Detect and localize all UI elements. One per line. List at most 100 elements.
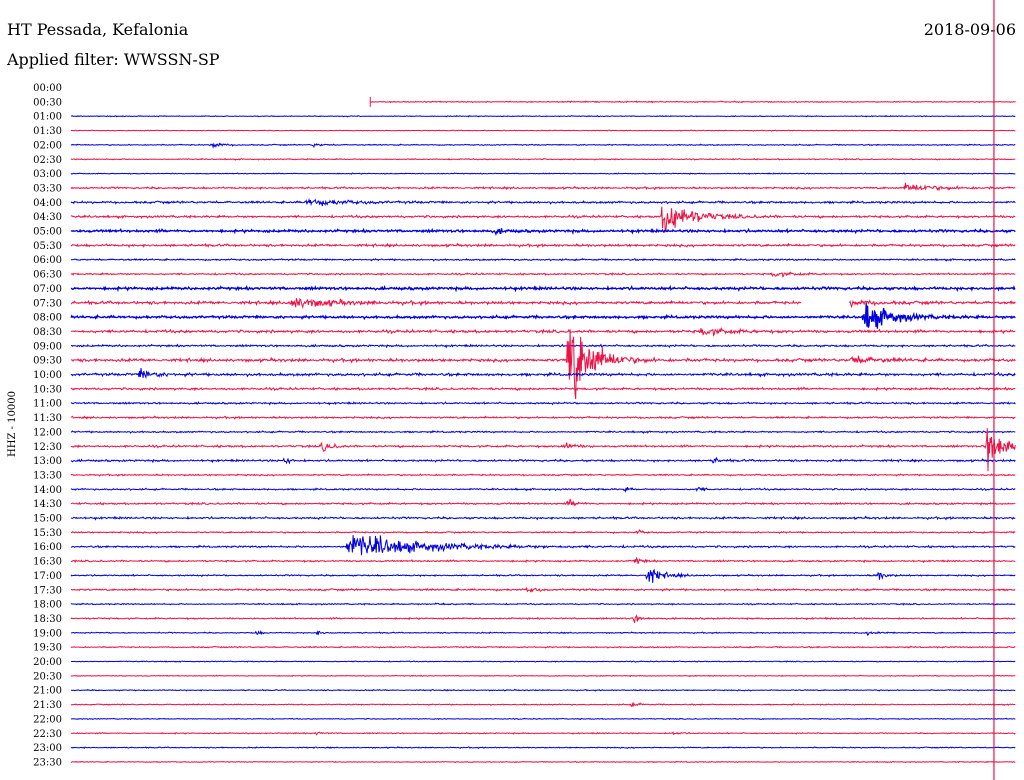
trace-line xyxy=(71,731,1016,736)
time-tick-label: 23:00 xyxy=(33,743,62,754)
trace-line xyxy=(70,498,1016,507)
time-tick-label: 08:00 xyxy=(33,313,62,324)
trace-line xyxy=(70,227,1016,236)
trace-line xyxy=(70,242,1016,249)
trace-line xyxy=(70,429,1016,434)
trace-line xyxy=(70,386,1016,392)
time-tick-label: 14:00 xyxy=(33,485,62,496)
time-tick-label: 05:00 xyxy=(33,227,62,238)
time-tick-label: 02:00 xyxy=(33,140,62,151)
trace-line xyxy=(70,586,1016,593)
time-tick-label: 20:30 xyxy=(33,671,62,682)
time-tick-label: 04:30 xyxy=(33,212,62,223)
time-tick-label: 09:00 xyxy=(33,341,62,352)
time-tick-label: 03:00 xyxy=(33,169,62,180)
time-tick-label: 06:30 xyxy=(33,270,62,281)
time-tick-label: 05:30 xyxy=(33,241,62,252)
time-tick-label: 17:30 xyxy=(33,585,62,596)
time-tick-label: 12:00 xyxy=(33,427,62,438)
time-tick-label: 22:00 xyxy=(33,714,62,725)
time-tick-label: 04:00 xyxy=(33,198,62,209)
time-tick-label: 13:00 xyxy=(33,456,62,467)
time-tick-label: 02:30 xyxy=(33,155,62,166)
time-tick-label: 13:30 xyxy=(33,470,62,481)
trace-line xyxy=(70,614,1016,623)
trace-line xyxy=(70,298,1016,310)
time-tick-label: 16:00 xyxy=(33,542,62,553)
trace-line xyxy=(370,100,1016,104)
seismic-traces xyxy=(70,96,1016,764)
trace-line xyxy=(70,114,1016,118)
station-title: HT Pessada, Kefalonia xyxy=(7,20,189,39)
trace-line xyxy=(70,486,1016,493)
time-tick-label: 14:30 xyxy=(33,499,62,510)
trace-line xyxy=(71,529,1016,535)
trace-line xyxy=(70,456,1016,465)
time-tick-label: 19:30 xyxy=(33,643,62,654)
time-tick-label: 22:30 xyxy=(33,729,62,740)
time-tick-label: 15:00 xyxy=(33,514,62,525)
time-tick-label: 07:30 xyxy=(33,298,62,309)
trace-line xyxy=(70,746,1016,750)
trace-line xyxy=(70,701,1016,708)
time-tick-label: 11:00 xyxy=(33,399,62,410)
time-tick-label: 06:00 xyxy=(33,255,62,266)
filter-label: Applied filter: WWSSN-SP xyxy=(7,50,220,69)
trace-line xyxy=(70,172,1016,175)
y-axis-label: HHZ - 10000 xyxy=(7,391,18,457)
time-tick-label: 01:30 xyxy=(33,126,62,137)
trace-line xyxy=(71,329,1016,400)
trace-line xyxy=(70,157,1016,161)
time-tick-label: 11:30 xyxy=(33,413,62,424)
trace-line xyxy=(70,182,1016,192)
time-tick-label: 10:30 xyxy=(33,384,62,395)
time-tick-label: 03:30 xyxy=(33,183,62,194)
trace-line xyxy=(70,568,1016,583)
time-tick-label: 19:00 xyxy=(33,628,62,639)
trace-line xyxy=(70,515,1016,521)
time-tick-label: 07:00 xyxy=(33,284,62,295)
time-tick-label: 23:30 xyxy=(33,757,62,768)
trace-line xyxy=(70,326,1016,337)
trace-line xyxy=(70,284,1016,293)
trace-line xyxy=(70,602,1016,606)
time-tick-label: 12:30 xyxy=(33,442,62,453)
trace-line xyxy=(70,271,1016,278)
time-tick-label: 20:00 xyxy=(33,657,62,668)
trace-line xyxy=(70,257,1016,262)
time-tick-label: 01:00 xyxy=(33,112,62,123)
trace-line xyxy=(70,660,1016,663)
date-label: 2018-09-06 xyxy=(923,20,1016,39)
trace-line xyxy=(70,674,1016,678)
trace-line xyxy=(70,302,1016,329)
trace-line xyxy=(70,688,1016,692)
trace-line xyxy=(70,343,1016,349)
time-tick-label: 08:30 xyxy=(33,327,62,338)
time-tick-label: 16:30 xyxy=(33,557,62,568)
trace-line xyxy=(71,556,1016,565)
trace-line xyxy=(70,206,1016,233)
trace-line xyxy=(70,717,1016,721)
trace-line xyxy=(70,629,1016,636)
trace-line xyxy=(70,535,1016,556)
trace-line xyxy=(70,197,1016,207)
trace-line xyxy=(70,401,1016,406)
time-tick-label: 10:00 xyxy=(33,370,62,381)
trace-line xyxy=(70,367,1016,380)
trace-line xyxy=(71,760,1016,764)
time-tick-label: 21:00 xyxy=(33,686,62,697)
time-tick-labels: 00:00 00:30 01:00 01:30 02:00 02:30 03:00 03:30… xyxy=(33,83,62,768)
time-tick-label: 15:30 xyxy=(33,528,62,539)
trace-line xyxy=(70,415,1016,420)
time-tick-label: 17:00 xyxy=(33,571,62,582)
time-tick-label: 18:30 xyxy=(33,614,62,625)
trace-line xyxy=(70,645,1016,649)
trace-line xyxy=(70,428,1016,472)
trace-line xyxy=(70,142,1016,149)
time-tick-label: 21:30 xyxy=(33,700,62,711)
time-tick-label: 00:00 xyxy=(33,83,62,94)
trace-line xyxy=(70,129,1016,132)
time-tick-label: 00:30 xyxy=(33,97,62,108)
trace-line xyxy=(70,473,1016,477)
